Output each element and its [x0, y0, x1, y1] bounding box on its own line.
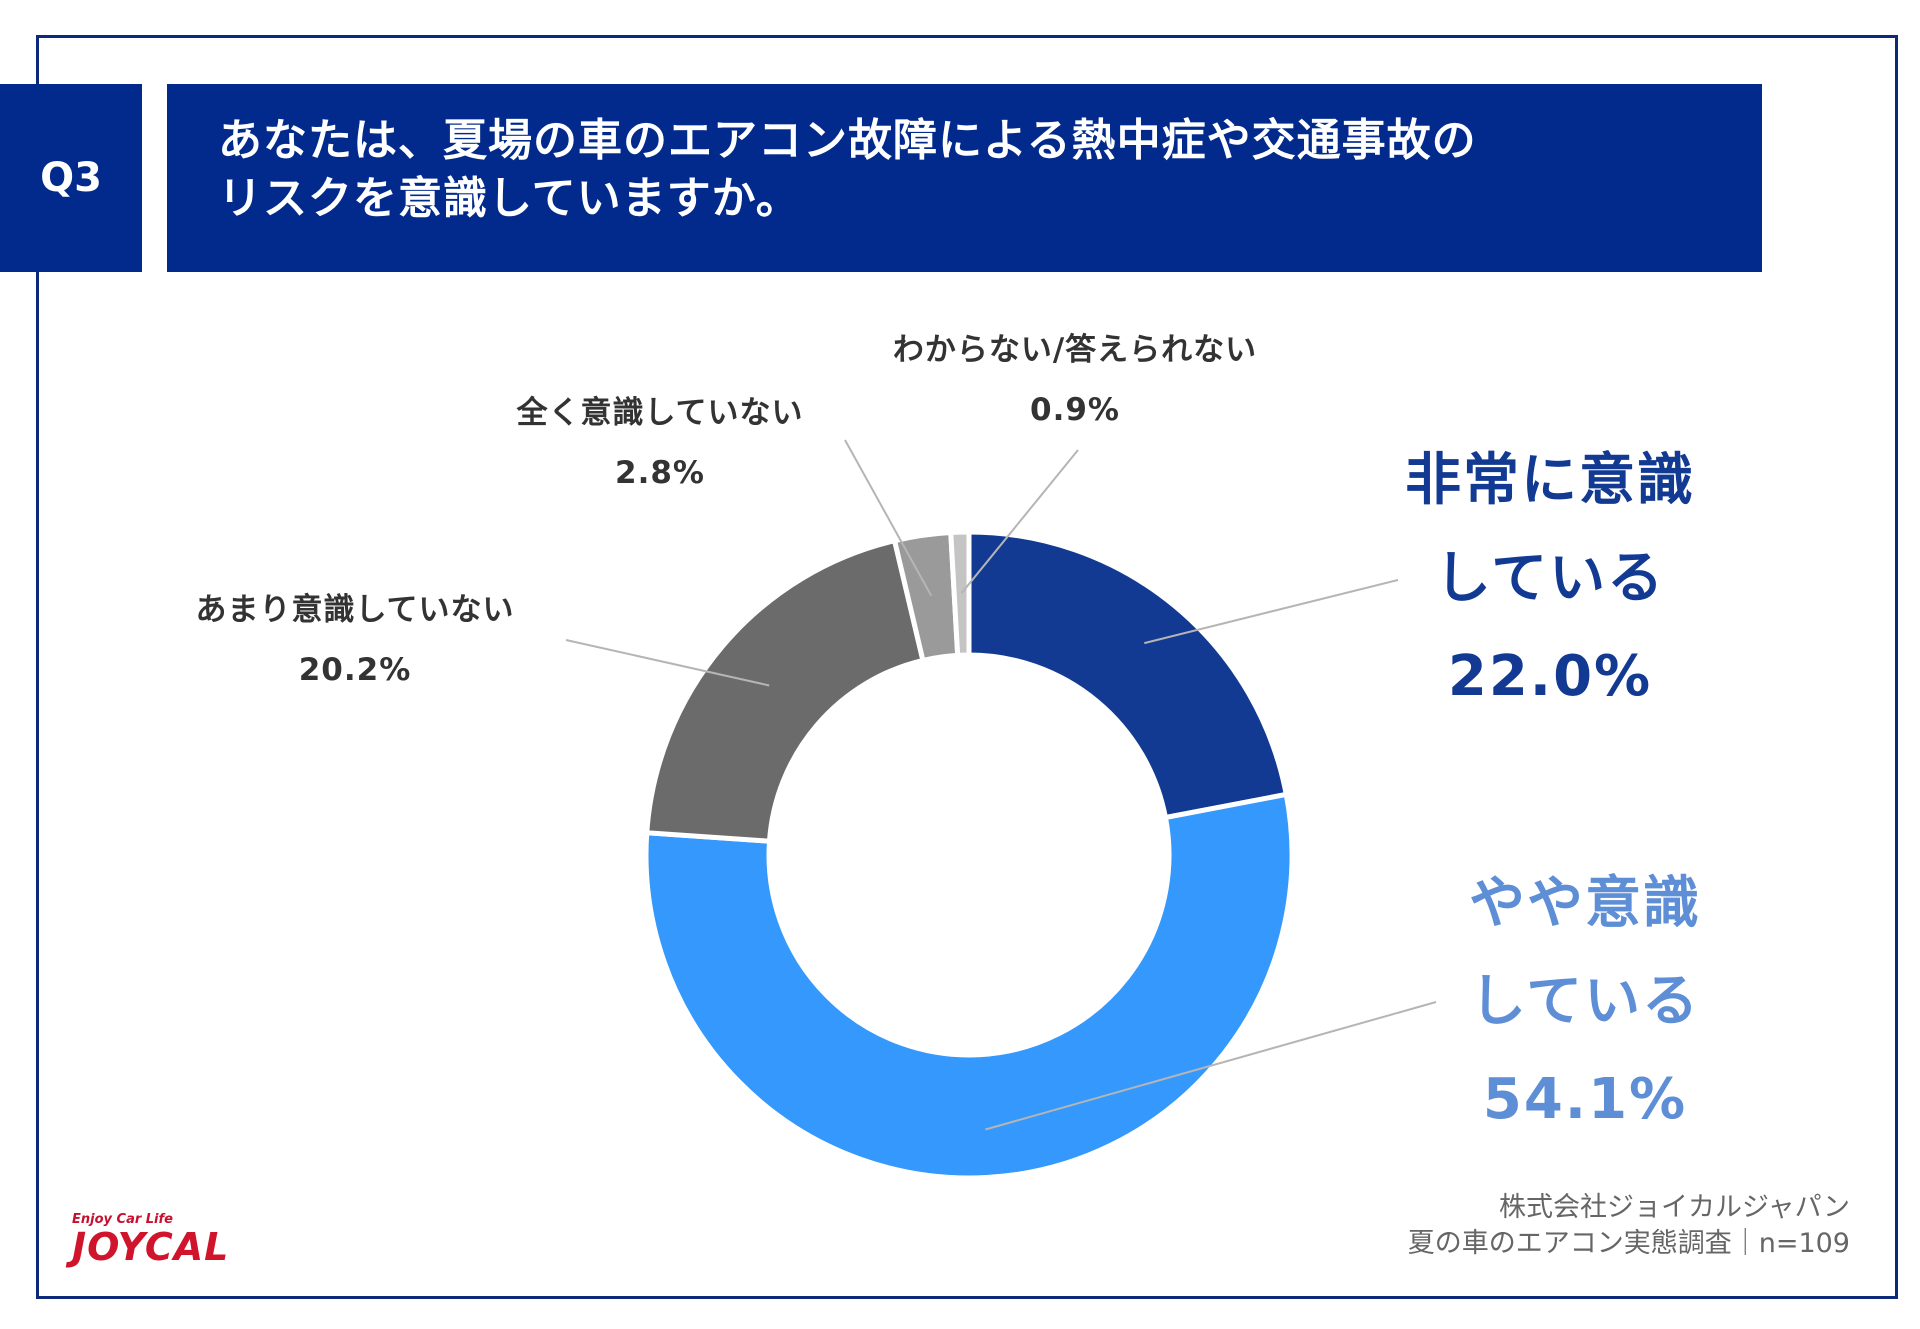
leader-dont-know	[960, 449, 1079, 594]
leader-somewhat-aware	[985, 1001, 1437, 1131]
chart-frame	[36, 35, 1898, 1299]
label-not-very-aware-line1: あまり意識していない	[195, 592, 515, 628]
question-badge: Q3	[0, 84, 142, 272]
joycal-logo: Enjoy Car Life JOYCAL	[72, 1212, 229, 1267]
logo-brand: JOYCAL	[72, 1225, 230, 1269]
value-dont-know: 0.9%	[1030, 392, 1120, 428]
question-title: あなたは、夏場の車のエアコン故障による熱中症や交通事故の リスクを意識しています…	[167, 84, 1762, 272]
source-company: 株式会社ジョイカルジャパン	[1499, 1192, 1850, 1223]
label-dont-know: わからない/答えられない 0.9%	[860, 320, 1290, 440]
label-not-very-aware: あまり意識していない 20.2%	[150, 580, 560, 700]
label-not-aware-at-all: 全く意識していない 2.8%	[480, 383, 840, 503]
leader-not-very-aware	[565, 639, 770, 687]
value-somewhat-aware: 54.1%	[1482, 1067, 1688, 1132]
question-title-line1: あなたは、夏場の車のエアコン故障による熱中症や交通事故の	[218, 115, 1477, 166]
label-very-aware-line2: している	[1434, 546, 1666, 611]
label-somewhat-aware-line1: やや意識	[1469, 871, 1701, 936]
leader-very-aware	[1144, 579, 1399, 645]
label-dont-know-line1: わからない/答えられない	[892, 332, 1258, 368]
label-somewhat-aware: やや意識 している 54.1%	[1395, 855, 1775, 1149]
slice-very-aware	[966, 529, 1290, 821]
label-not-aware-at-all-line1: 全く意識していない	[516, 395, 804, 431]
slice-dont-know	[948, 529, 972, 658]
slice-somewhat-aware	[643, 791, 1295, 1181]
value-not-aware-at-all: 2.8%	[615, 455, 705, 491]
question-title-line2: リスクを意識していますか。	[218, 173, 801, 224]
slice-not-very-aware	[644, 537, 926, 844]
label-very-aware: 非常に意識 している 22.0%	[1360, 432, 1740, 726]
source-note: 株式会社ジョイカルジャパン 夏の車のエアコン実態調査｜n=109	[1408, 1190, 1850, 1262]
label-somewhat-aware-line2: している	[1469, 969, 1701, 1034]
value-very-aware: 22.0%	[1447, 644, 1653, 709]
label-very-aware-line1: 非常に意識	[1405, 448, 1695, 513]
leader-not-aware-at-all	[844, 439, 933, 597]
source-survey: 夏の車のエアコン実態調査｜n=109	[1407, 1228, 1850, 1259]
value-not-very-aware: 20.2%	[298, 652, 412, 688]
logo-tagline: Enjoy Car Life	[72, 1212, 173, 1227]
